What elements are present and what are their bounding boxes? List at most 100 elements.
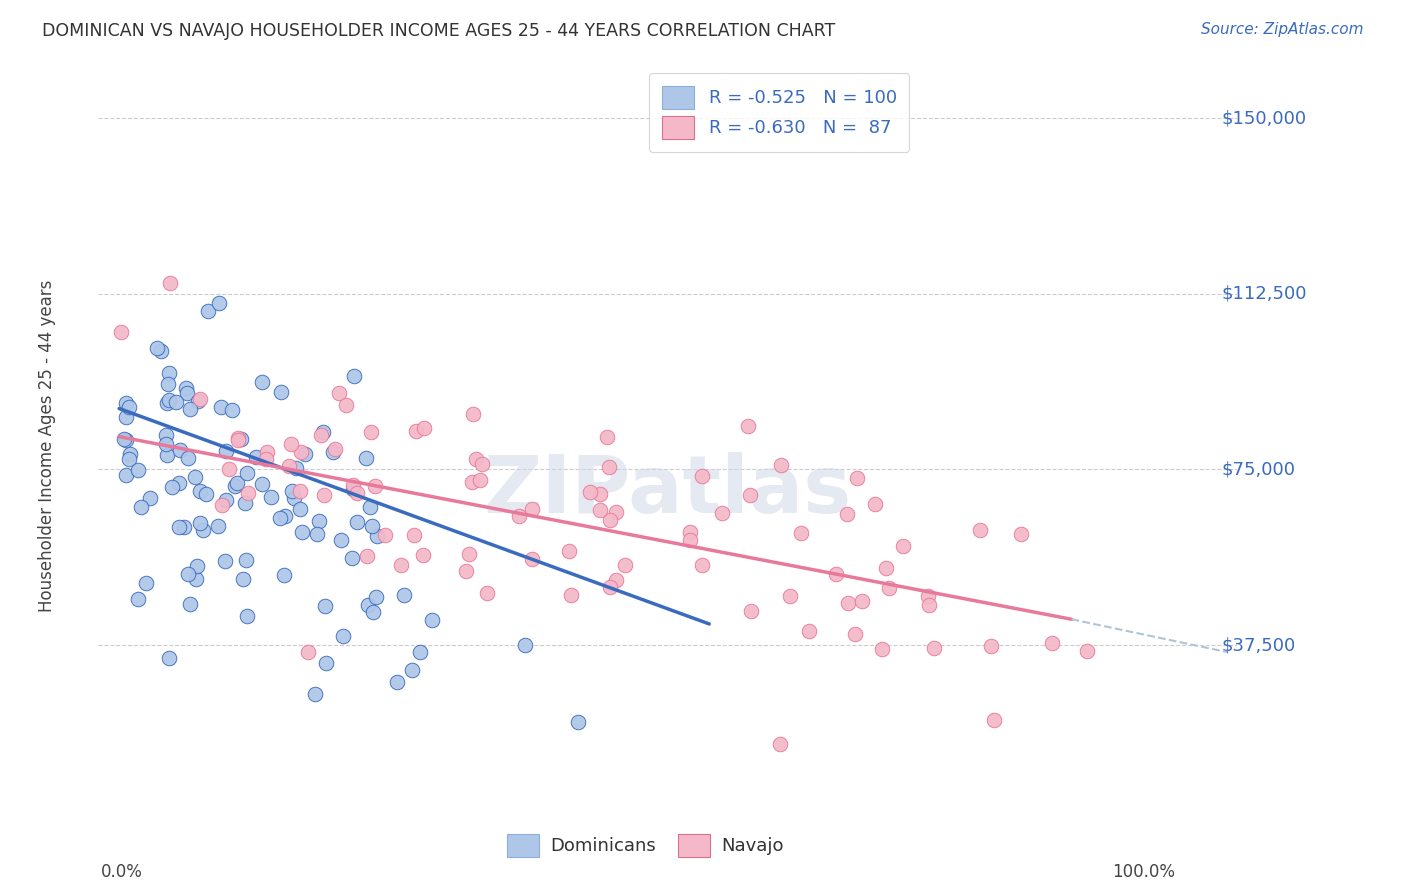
Point xyxy=(456,564,478,578)
Point xyxy=(328,385,350,400)
Point xyxy=(464,452,486,467)
Point xyxy=(115,409,138,424)
Point xyxy=(115,467,138,482)
Point xyxy=(120,447,142,461)
Point xyxy=(110,325,132,339)
Text: Householder Income Ages 25 - 44 years: Householder Income Ages 25 - 44 years xyxy=(38,280,56,612)
Point xyxy=(357,598,380,612)
Point xyxy=(508,508,530,523)
Point xyxy=(127,463,149,477)
Point xyxy=(770,458,793,473)
Text: $150,000: $150,000 xyxy=(1222,109,1306,128)
Point xyxy=(197,304,219,318)
Point xyxy=(157,366,180,380)
Text: $112,500: $112,500 xyxy=(1222,285,1308,302)
Point xyxy=(177,450,200,465)
Point xyxy=(409,645,432,659)
Point xyxy=(250,477,273,491)
Point xyxy=(308,514,330,528)
Point xyxy=(290,502,312,516)
Point xyxy=(385,674,408,689)
Point xyxy=(273,508,295,523)
Point xyxy=(191,523,214,537)
Point xyxy=(458,548,481,562)
Point xyxy=(468,473,491,487)
Point xyxy=(229,432,252,446)
Point xyxy=(364,479,387,493)
Point xyxy=(356,549,378,564)
Point xyxy=(157,651,180,665)
Point xyxy=(598,460,620,475)
Point xyxy=(891,540,914,554)
Point xyxy=(589,487,612,501)
Point xyxy=(579,484,602,499)
Point xyxy=(366,529,388,543)
Point xyxy=(226,433,249,447)
Point xyxy=(870,642,893,657)
Point xyxy=(187,393,209,408)
Point xyxy=(135,576,157,591)
Point xyxy=(118,452,141,467)
Point xyxy=(188,392,211,406)
Text: ZIPatlas: ZIPatlas xyxy=(484,452,852,530)
Point xyxy=(184,572,207,586)
Point xyxy=(329,533,352,548)
Point xyxy=(679,524,702,539)
Point xyxy=(115,433,138,447)
Point xyxy=(304,687,326,701)
Point xyxy=(314,599,336,613)
Point xyxy=(361,605,384,619)
Point xyxy=(207,518,229,533)
Point xyxy=(254,451,277,466)
Point xyxy=(284,461,307,475)
Point xyxy=(613,558,636,572)
Point xyxy=(221,402,243,417)
Point xyxy=(1010,526,1032,541)
Point xyxy=(159,277,181,291)
Point xyxy=(342,483,364,497)
Text: Source: ZipAtlas.com: Source: ZipAtlas.com xyxy=(1201,22,1364,37)
Point xyxy=(291,525,314,540)
Point xyxy=(211,498,233,512)
Point xyxy=(235,467,257,481)
Point xyxy=(740,604,762,618)
Point xyxy=(155,448,177,462)
Point xyxy=(115,396,138,410)
Point xyxy=(599,513,621,527)
Text: DOMINICAN VS NAVAJO HOUSEHOLDER INCOME AGES 25 - 44 YEARS CORRELATION CHART: DOMINICAN VS NAVAJO HOUSEHOLDER INCOME A… xyxy=(42,22,835,40)
Point xyxy=(215,444,238,458)
Point xyxy=(169,442,191,457)
Point xyxy=(515,638,537,652)
Point xyxy=(250,375,273,389)
Point xyxy=(851,594,873,608)
Point xyxy=(226,475,249,490)
Point xyxy=(224,479,246,493)
Point xyxy=(679,533,702,548)
Point xyxy=(226,431,249,445)
Point xyxy=(690,469,713,483)
Point xyxy=(402,527,425,541)
Point xyxy=(560,588,582,602)
Point xyxy=(567,715,589,730)
Point xyxy=(332,629,354,643)
Point xyxy=(605,504,627,518)
Point xyxy=(281,484,304,499)
Point xyxy=(599,580,621,594)
Point xyxy=(364,591,387,605)
Point xyxy=(174,381,197,395)
Point xyxy=(127,592,149,607)
Point xyxy=(167,519,190,533)
Point xyxy=(389,558,412,572)
Point xyxy=(863,497,886,511)
Point xyxy=(596,430,619,444)
Point xyxy=(969,523,991,537)
Point xyxy=(118,401,141,415)
Point xyxy=(112,432,135,446)
Point xyxy=(359,500,381,514)
Point xyxy=(346,515,368,529)
Point xyxy=(235,552,257,566)
Point xyxy=(824,566,846,581)
Point xyxy=(150,343,173,358)
Point xyxy=(214,554,236,568)
Point xyxy=(288,483,311,498)
